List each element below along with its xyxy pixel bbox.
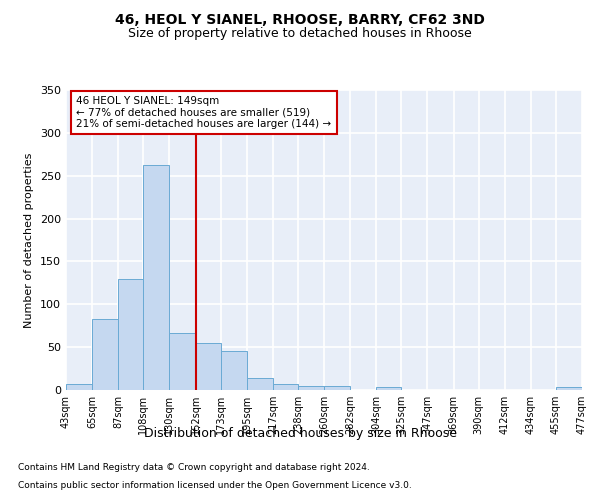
- Bar: [118, 278, 143, 390]
- Bar: [92, 319, 118, 390]
- Text: 46, HEOL Y SIANEL, RHOOSE, BARRY, CF62 3ND: 46, HEOL Y SIANEL, RHOOSE, BARRY, CF62 3…: [115, 12, 485, 26]
- Text: Contains public sector information licensed under the Open Government Licence v3: Contains public sector information licen…: [18, 481, 412, 490]
- Bar: [298, 386, 324, 390]
- Bar: [169, 334, 196, 390]
- Text: 46 HEOL Y SIANEL: 149sqm
← 77% of detached houses are smaller (519)
21% of semi-: 46 HEOL Y SIANEL: 149sqm ← 77% of detach…: [76, 96, 331, 129]
- Bar: [143, 166, 169, 390]
- Bar: [556, 388, 582, 390]
- Bar: [196, 343, 221, 390]
- Y-axis label: Number of detached properties: Number of detached properties: [25, 152, 34, 328]
- Bar: [247, 378, 273, 390]
- Bar: [324, 386, 350, 390]
- Bar: [376, 388, 401, 390]
- Text: Contains HM Land Registry data © Crown copyright and database right 2024.: Contains HM Land Registry data © Crown c…: [18, 464, 370, 472]
- Bar: [66, 384, 92, 390]
- Bar: [273, 384, 298, 390]
- Bar: [221, 352, 247, 390]
- Text: Distribution of detached houses by size in Rhoose: Distribution of detached houses by size …: [143, 428, 457, 440]
- Text: Size of property relative to detached houses in Rhoose: Size of property relative to detached ho…: [128, 28, 472, 40]
